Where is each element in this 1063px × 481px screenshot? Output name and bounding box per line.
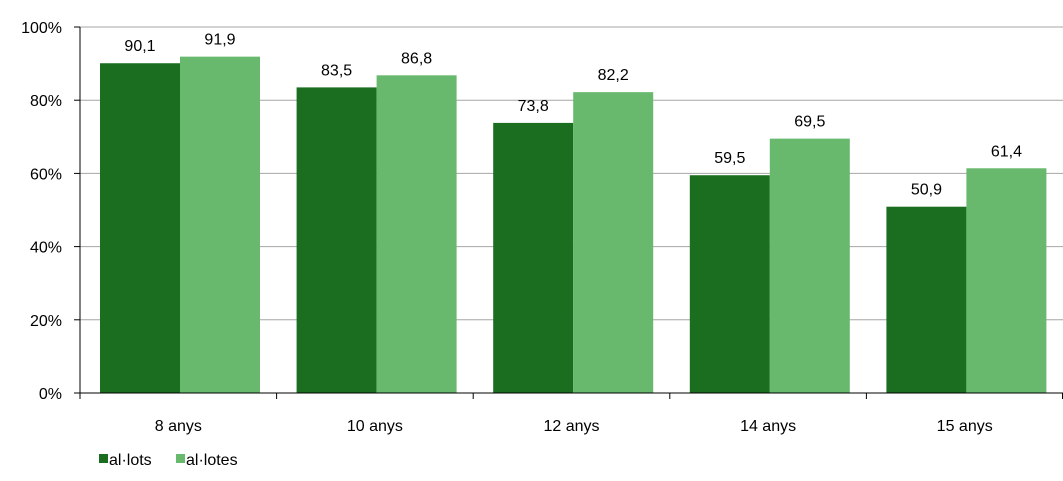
axes [74,26,1063,399]
y-tick-label: 80% [30,93,62,110]
y-tick-label: 0% [39,386,62,403]
legend: al·lots al·lotes [99,452,238,469]
bars [100,56,1047,394]
data-label: 91,9 [204,32,235,49]
data-label: 69,5 [794,114,825,131]
data-label: 61,4 [991,143,1022,160]
y-tick-label: 40% [30,240,62,257]
data-label: 50,9 [911,182,942,199]
y-tick-label: 60% [30,166,62,183]
legend-swatch [99,454,108,463]
y-tick-label: 20% [30,313,62,330]
x-tick-label: 8 anys [155,418,202,435]
x-tick-label: 10 anys [347,418,403,435]
labels: 0% 20% 40% 60% 80% 100% 90,1 91,9 8 anys 83,5 86,8… [21,20,1022,435]
legend-swatch [176,454,185,463]
bar [376,75,457,393]
bar [493,122,574,393]
y-tick-label: 100% [21,20,62,37]
data-label: 73,8 [518,98,549,115]
legend-label: al·lotes [186,452,238,469]
bar [689,175,770,393]
data-label: 90,1 [124,38,155,55]
bar [886,206,967,393]
bar [769,138,850,393]
bar [100,63,180,393]
bar [573,92,654,393]
bar [180,56,260,394]
data-label: 86,8 [401,50,432,67]
x-tick-label: 15 anys [937,418,993,435]
data-label: 83,5 [321,62,352,79]
bar [296,87,377,393]
data-label: 82,2 [598,67,629,84]
x-tick-label: 12 anys [543,418,599,435]
x-tick-label: 14 anys [740,418,796,435]
data-label: 59,5 [714,150,745,167]
legend-label: al·lots [109,452,152,469]
bar [966,168,1047,393]
